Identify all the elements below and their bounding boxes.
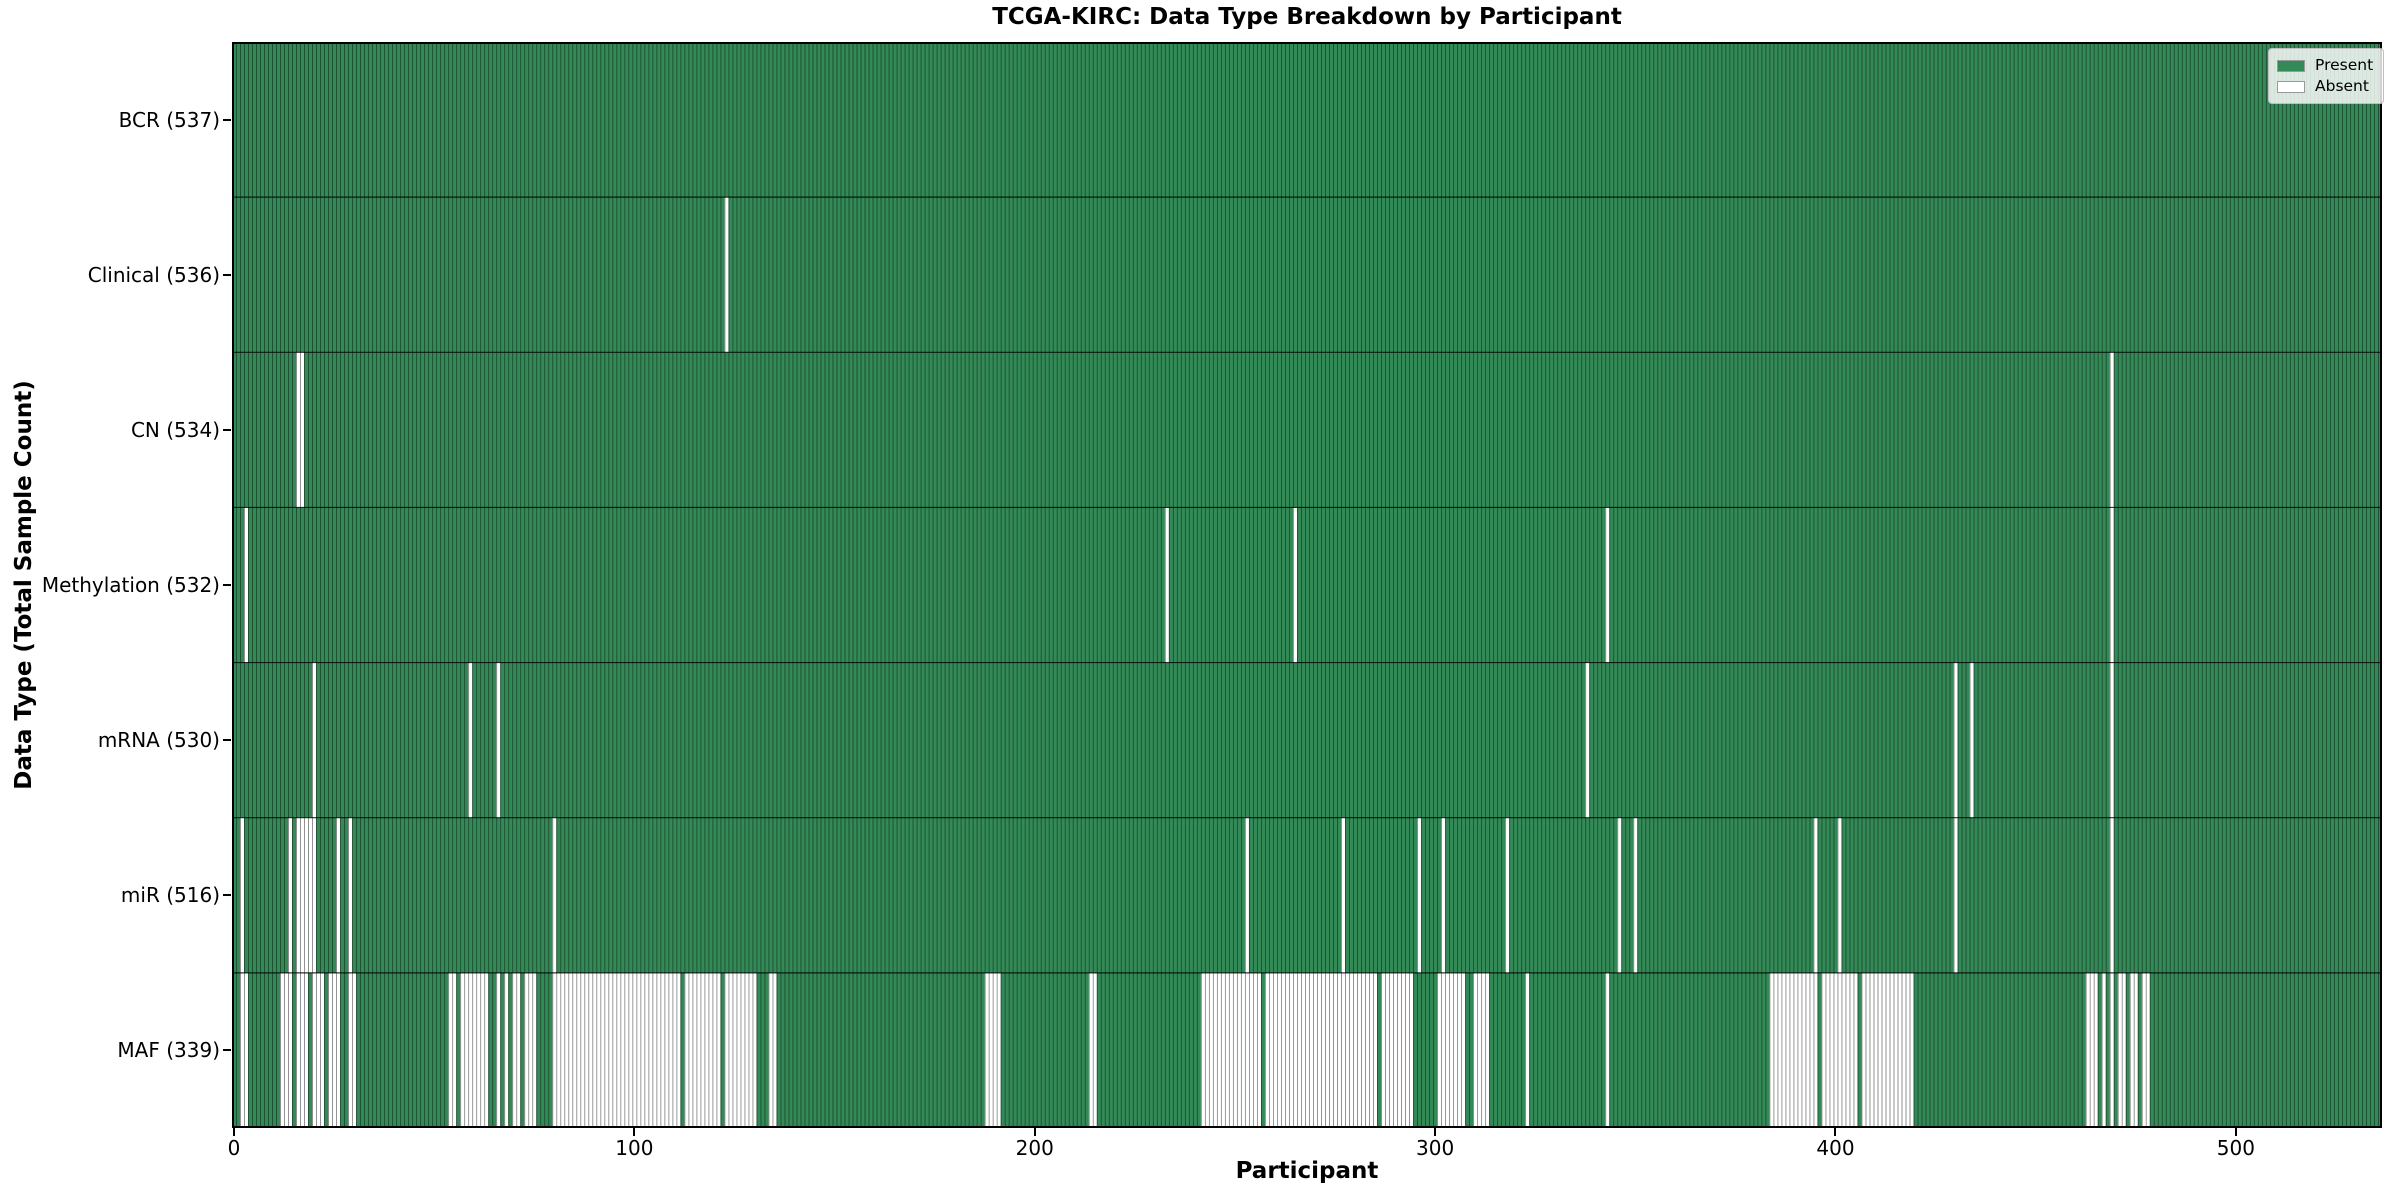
x-tick-label-100: 100 <box>615 1136 654 1160</box>
legend-label-present: Present <box>2315 56 2374 74</box>
chart-title: TCGA-KIRC: Data Type Breakdown by Partic… <box>992 4 1622 30</box>
legend: Present Absent <box>2268 48 2385 104</box>
y-tick-mark <box>223 428 231 431</box>
y-tick-label-mir: miR (516) <box>120 883 220 908</box>
chart-canvas <box>232 42 2382 1128</box>
y-tick-mark <box>223 1049 231 1052</box>
y-tick-label-clinical: Clinical (536) <box>87 262 220 287</box>
x-tick-label-500: 500 <box>2216 1136 2255 1160</box>
y-tick-mark <box>223 118 231 121</box>
y-tick-mark <box>223 584 231 586</box>
x-tick-label-200: 200 <box>1015 1136 1054 1160</box>
legend-swatch-absent-icon <box>2277 80 2305 93</box>
x-axis-label: Participant <box>1235 1158 1379 1184</box>
legend-entry-absent: Absent <box>2277 76 2373 97</box>
y-tick-mark <box>223 739 231 742</box>
y-tick-mark <box>223 273 231 276</box>
x-tick-mark <box>1033 1128 1036 1136</box>
x-tick-mark <box>1434 1128 1437 1136</box>
y-tick-label-bcr: BCR (537) <box>118 107 220 132</box>
y-tick-label-methylation: Methylation (532) <box>41 573 220 597</box>
x-tick-label-400: 400 <box>1816 1136 1855 1160</box>
x-tick-label-0: 0 <box>227 1136 241 1160</box>
legend-entry-present: Present <box>2277 55 2373 76</box>
legend-swatch-present-icon <box>2277 59 2305 72</box>
x-tick-mark <box>633 1128 636 1136</box>
legend-label-absent: Absent <box>2315 77 2369 95</box>
x-tick-mark <box>233 1128 235 1136</box>
plot-area <box>232 42 2382 1128</box>
x-tick-mark <box>2234 1128 2237 1136</box>
y-tick-mark <box>223 894 231 897</box>
x-tick-mark <box>1834 1128 1837 1136</box>
y-tick-label-mrna: mRNA (530) <box>97 728 220 753</box>
y-tick-label-cn: CN (534) <box>130 417 220 442</box>
y-tick-label-maf: MAF (339) <box>117 1038 220 1063</box>
x-tick-label-300: 300 <box>1416 1136 1455 1160</box>
